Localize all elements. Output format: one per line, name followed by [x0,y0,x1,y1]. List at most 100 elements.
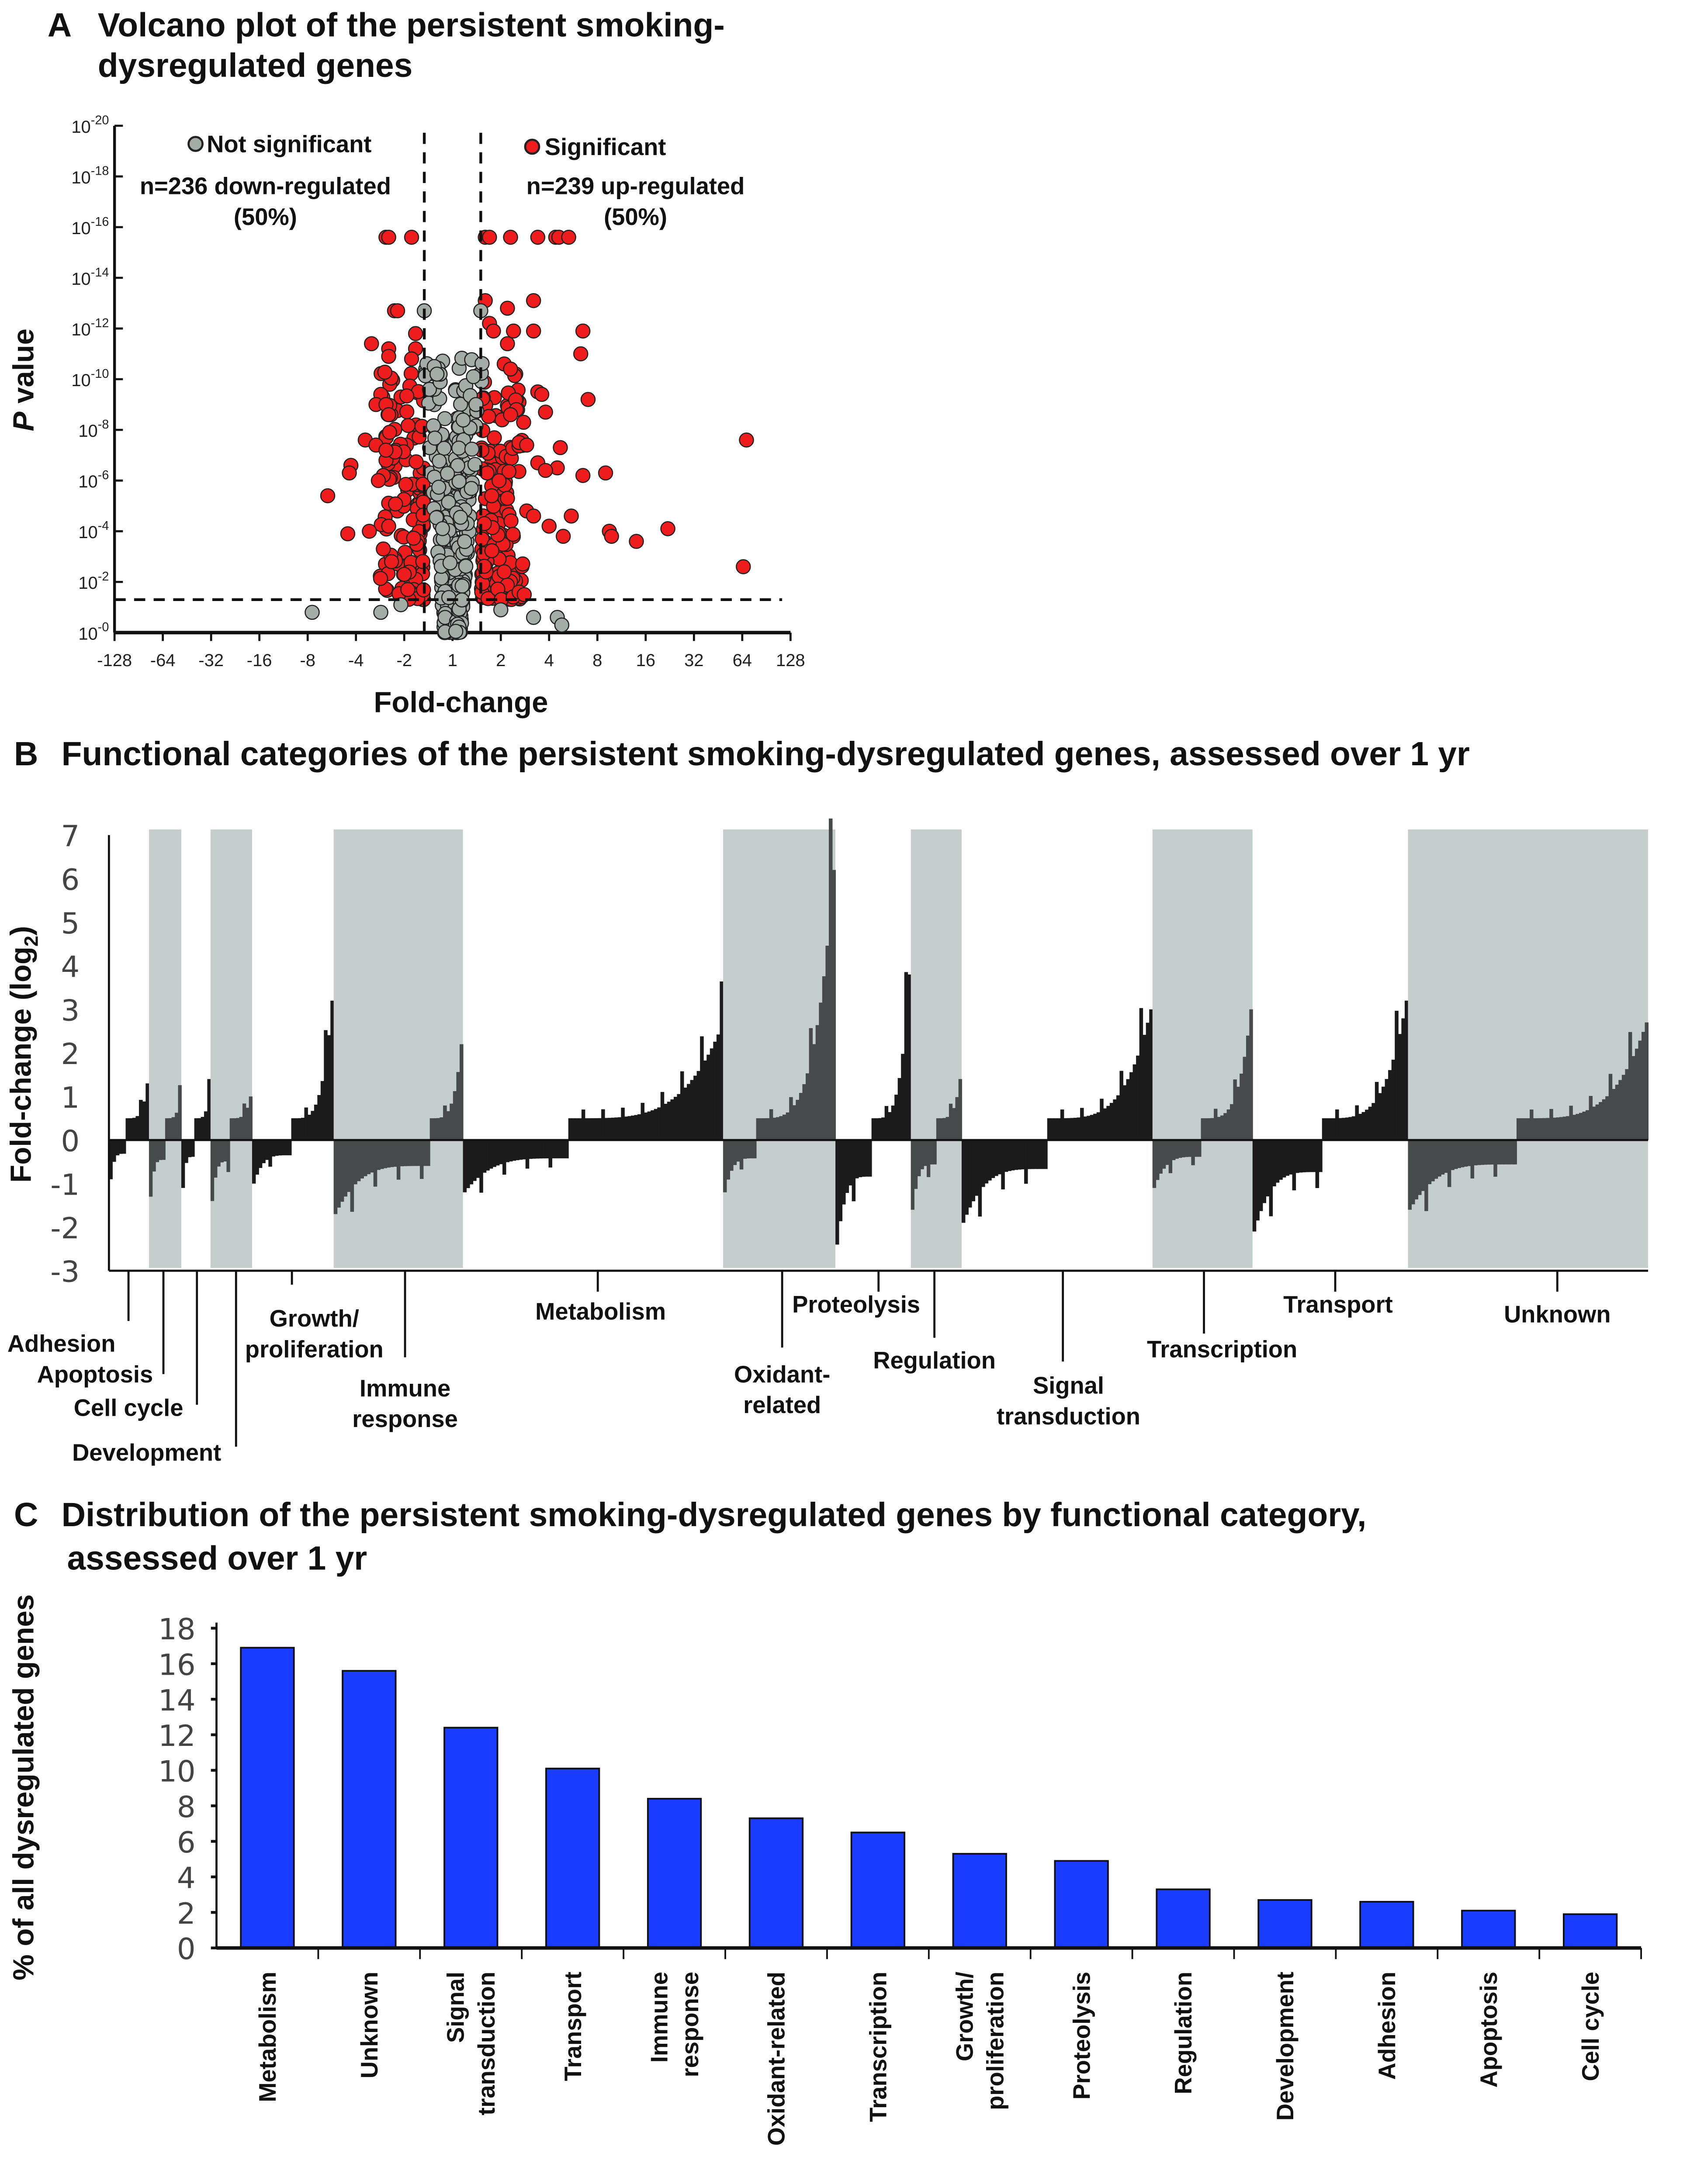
fold-change-bar [278,1140,282,1156]
fold-change-bar [187,1140,192,1158]
fold-change-bar [884,1106,889,1140]
y-tick-exponent: -18 [91,164,109,178]
significant-point [564,508,579,524]
fold-change-bar [506,1140,510,1162]
fold-change-bar [1165,1140,1169,1165]
fold-change-bar [988,1140,992,1181]
y-tick-label: -1 [50,1168,80,1202]
significant-point [573,346,589,362]
significant-point [516,587,532,602]
fold-change-bar [1618,1080,1622,1140]
fold-change-bar [1375,1082,1379,1140]
fold-change-bar [1159,1140,1163,1174]
fold-change-bar [614,1117,618,1140]
fold-change-bar [1034,1140,1038,1169]
fold-change-bar [667,1102,671,1140]
significant-point [598,465,613,481]
fold-change-bar [868,1140,872,1177]
fold-change-bar [1328,1118,1333,1140]
fold-change-bar [529,1140,533,1159]
fold-change-bar [1004,1140,1008,1172]
fold-change-bar [1027,1140,1032,1169]
y-tick-label: 10-16 [71,215,109,238]
fold-change-bar [595,1118,599,1140]
fold-change-bar [673,1097,678,1140]
fold-change-bar [776,1117,780,1140]
y-axis-title-p: P [7,411,40,431]
fold-change-bar [307,1114,312,1140]
fold-change-bar [997,1140,1002,1175]
significant-point [384,554,399,570]
x-tick-label: -64 [150,651,176,670]
fold-change-bar [1378,1093,1382,1140]
fold-change-bar [499,1140,503,1165]
fold-change-bar [842,1140,846,1205]
y-tick-exponent: -0 [98,620,109,634]
distribution-bar [748,1817,804,1949]
fold-change-bar [314,1104,318,1140]
significant-point [503,513,519,529]
fold-change-bar [862,1140,866,1177]
y-tick-label: 2 [177,1897,196,1931]
fold-change-bar [1252,1140,1257,1232]
fold-change-bar [413,1140,417,1166]
significant-point [381,518,396,534]
fold-change-bar [1100,1099,1104,1140]
fold-change-bar [1040,1140,1045,1169]
category-label: Development [72,1439,221,1466]
significant-point [342,465,357,481]
fold-change-bar [380,1140,384,1169]
significant-point [362,523,377,539]
y-tick-label: 10-20 [71,114,109,137]
fold-change-bar [258,1140,263,1168]
category-shade [210,829,252,1268]
significant-point [320,488,336,504]
fold-change-bar [1074,1117,1077,1140]
fold-change-bar [1272,1140,1276,1186]
fold-change-bar [252,1140,256,1184]
fold-change-bar [486,1140,490,1171]
fold-change-bar [1454,1140,1458,1169]
fold-change-bar [294,1118,298,1140]
y-tick-label: 10-14 [71,266,109,289]
fold-change-bar [746,1140,750,1159]
panel-a-letter: A [48,7,72,44]
fold-change-bar [1156,1140,1160,1180]
fold-change-bar [1582,1111,1586,1140]
fold-change-bar [495,1140,500,1166]
fold-change-bar [1210,1118,1215,1140]
fold-change-bar [1302,1140,1306,1172]
significant-point [604,529,619,544]
significant-point [538,463,553,478]
fold-change-bar [363,1140,367,1176]
x-tick-label: -2 [396,651,412,670]
fold-change-bar [1506,1140,1510,1165]
fold-change-bar [387,1140,391,1168]
not-significant-point [453,510,468,525]
significant-point [396,567,412,582]
fold-change-bar [968,1140,972,1208]
fold-change-bar [436,1118,440,1140]
category-label: Oxidant- [734,1361,830,1388]
fold-change-bar [1191,1140,1195,1165]
fold-change-bar [1077,1117,1081,1140]
fold-change-bar [1338,1118,1343,1140]
y-tick-label: 10-12 [71,316,109,339]
fold-change-bar [933,1140,937,1165]
fold-change-bar [637,1114,641,1140]
fold-change-bar [660,1092,665,1140]
y-tick-label: 8 [177,1790,196,1824]
not-significant-point [464,480,479,496]
category-label: Development [1272,1972,1299,2121]
panel-b-letter: B [14,736,38,773]
category-label: Metabolism [254,1972,281,2102]
fold-change-bar [978,1140,982,1217]
x-tick-label: -128 [97,651,132,670]
fold-change-bar [207,1079,211,1140]
fold-change-bar [350,1140,354,1212]
fold-change-bar [542,1140,546,1159]
significant-point [399,404,415,419]
significant-point [398,477,414,492]
fold-change-bar [390,1140,394,1167]
fold-change-bar [249,1096,253,1140]
